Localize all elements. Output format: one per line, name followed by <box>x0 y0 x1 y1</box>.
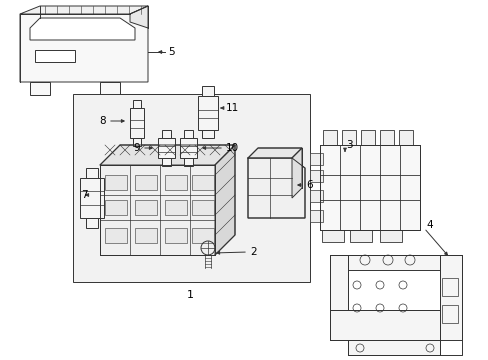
Text: 10: 10 <box>225 143 239 153</box>
Polygon shape <box>100 165 215 255</box>
Polygon shape <box>135 200 157 215</box>
Polygon shape <box>329 255 454 270</box>
Polygon shape <box>347 340 439 355</box>
Polygon shape <box>35 50 75 62</box>
Text: 1: 1 <box>186 290 193 300</box>
Text: 8: 8 <box>99 116 106 126</box>
Polygon shape <box>247 158 305 218</box>
Polygon shape <box>291 148 302 198</box>
Polygon shape <box>133 100 141 108</box>
Polygon shape <box>192 175 214 190</box>
Polygon shape <box>162 158 171 166</box>
Polygon shape <box>30 82 50 95</box>
Text: 9: 9 <box>133 143 140 153</box>
Polygon shape <box>86 168 98 178</box>
Polygon shape <box>341 130 355 145</box>
Polygon shape <box>215 145 235 255</box>
Polygon shape <box>164 228 186 243</box>
Polygon shape <box>30 18 135 40</box>
Text: 6: 6 <box>305 180 312 190</box>
Polygon shape <box>180 138 197 158</box>
Text: 3: 3 <box>346 140 352 150</box>
Polygon shape <box>183 158 193 166</box>
Polygon shape <box>158 138 175 158</box>
Polygon shape <box>135 175 157 190</box>
Polygon shape <box>398 130 412 145</box>
Polygon shape <box>100 82 120 95</box>
Polygon shape <box>20 6 148 14</box>
Polygon shape <box>73 94 309 282</box>
Polygon shape <box>202 86 214 96</box>
Polygon shape <box>319 145 419 230</box>
Polygon shape <box>164 200 186 215</box>
Polygon shape <box>192 228 214 243</box>
Polygon shape <box>329 310 439 340</box>
Polygon shape <box>247 148 302 158</box>
Polygon shape <box>309 170 323 182</box>
Polygon shape <box>309 153 323 165</box>
Text: 5: 5 <box>168 47 174 57</box>
Polygon shape <box>164 175 186 190</box>
Polygon shape <box>198 96 218 130</box>
Polygon shape <box>162 130 171 138</box>
Text: 7: 7 <box>81 190 88 200</box>
Polygon shape <box>439 255 461 340</box>
Polygon shape <box>329 255 347 310</box>
Polygon shape <box>105 228 127 243</box>
Text: 2: 2 <box>249 247 256 257</box>
Polygon shape <box>309 210 323 222</box>
Polygon shape <box>379 230 401 242</box>
Polygon shape <box>105 175 127 190</box>
Polygon shape <box>379 130 393 145</box>
Polygon shape <box>133 138 141 146</box>
Polygon shape <box>349 230 371 242</box>
Polygon shape <box>100 145 235 165</box>
Polygon shape <box>202 130 214 138</box>
Polygon shape <box>309 190 323 202</box>
Polygon shape <box>20 14 148 82</box>
Polygon shape <box>135 228 157 243</box>
Polygon shape <box>105 200 127 215</box>
Polygon shape <box>80 178 104 218</box>
Polygon shape <box>130 108 143 138</box>
Polygon shape <box>192 200 214 215</box>
Polygon shape <box>321 230 343 242</box>
Polygon shape <box>360 130 374 145</box>
Text: 4: 4 <box>425 220 432 230</box>
Polygon shape <box>323 130 336 145</box>
Polygon shape <box>183 130 193 138</box>
Polygon shape <box>130 6 148 28</box>
Polygon shape <box>86 218 98 228</box>
Text: 11: 11 <box>225 103 239 113</box>
